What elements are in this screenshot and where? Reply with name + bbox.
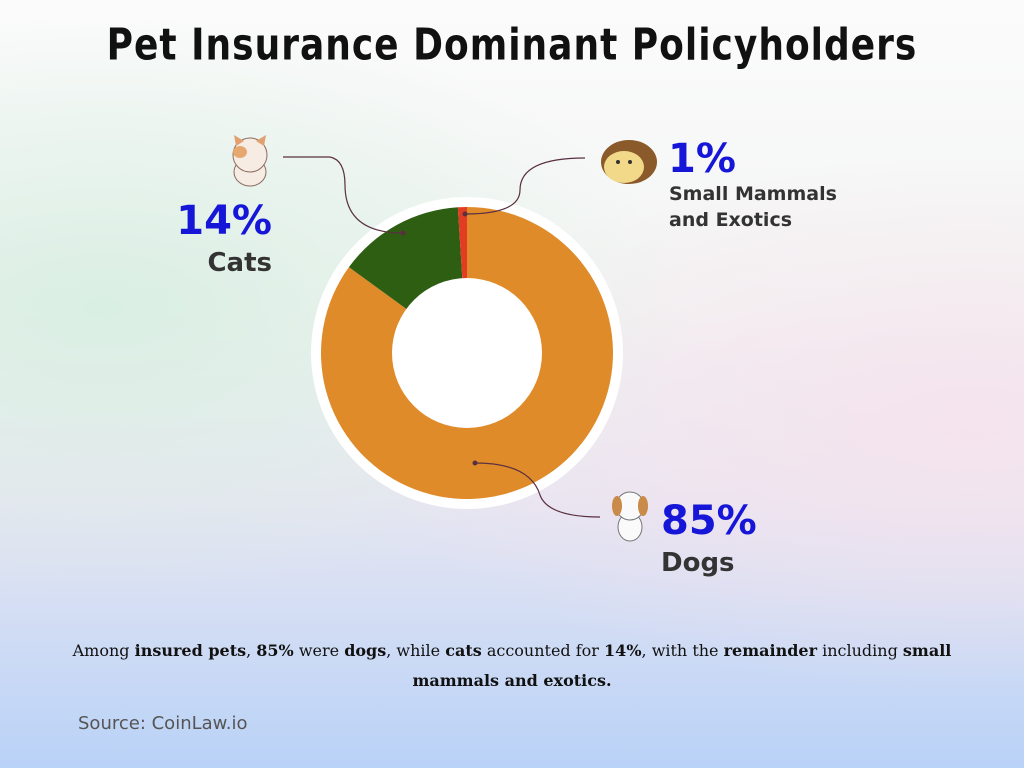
leader-lines	[283, 156, 601, 518]
caption-segment: accounted for	[481, 641, 605, 660]
value-label: 85%	[661, 498, 757, 544]
leader-dot	[400, 230, 406, 236]
caption: Among insured pets, 85% were dogs, while…	[70, 636, 954, 696]
caption-segment: were	[293, 641, 345, 660]
category-label: Dogs	[661, 548, 735, 578]
leader-dot	[462, 211, 468, 217]
caption-segment: 85%	[256, 641, 294, 660]
leader-dots	[400, 211, 478, 466]
caption-segment: insured pets	[134, 641, 247, 660]
caption-segment: ,	[246, 641, 257, 660]
leader-dot	[472, 460, 478, 466]
donut-hole	[392, 278, 542, 428]
leader-line	[474, 462, 601, 518]
caption-segment: including	[817, 641, 903, 660]
value-label: 1%	[668, 136, 736, 182]
caption-segment: cats	[445, 641, 482, 660]
source: Source: CoinLaw.io	[78, 713, 248, 734]
dog-icon	[612, 491, 648, 542]
category-label: Cats	[207, 248, 272, 278]
caption-segment: remainder	[723, 641, 818, 660]
caption-segment: dogs	[344, 641, 387, 660]
caption-segment: 14%	[604, 641, 642, 660]
caption-segment: Among	[72, 641, 135, 660]
chart-title: Pet Insurance Dominant Policyholders	[106, 19, 918, 71]
caption-segment: , while	[386, 641, 446, 660]
leader-line	[283, 156, 404, 234]
hedgehog-icon	[601, 140, 657, 184]
leader-line	[464, 157, 586, 215]
caption-segment: , with the	[641, 641, 724, 660]
value-label: 14%	[176, 198, 272, 244]
category-label: Small Mammals and Exotics	[669, 183, 837, 231]
cat-icon	[232, 135, 268, 187]
caption-segment: small mammals and exotics.	[412, 641, 952, 690]
